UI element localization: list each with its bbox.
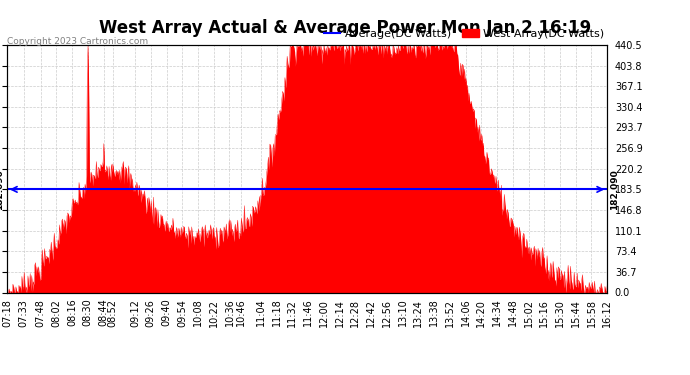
Text: 182.090: 182.090 — [610, 169, 619, 210]
Text: West Array Actual & Average Power Mon Jan 2 16:19: West Array Actual & Average Power Mon Ja… — [99, 19, 591, 37]
Text: Copyright 2023 Cartronics.com: Copyright 2023 Cartronics.com — [7, 38, 148, 46]
Legend: Average(DC Watts), West Array(DC Watts): Average(DC Watts), West Array(DC Watts) — [319, 24, 609, 43]
Text: 182.090: 182.090 — [0, 169, 4, 210]
